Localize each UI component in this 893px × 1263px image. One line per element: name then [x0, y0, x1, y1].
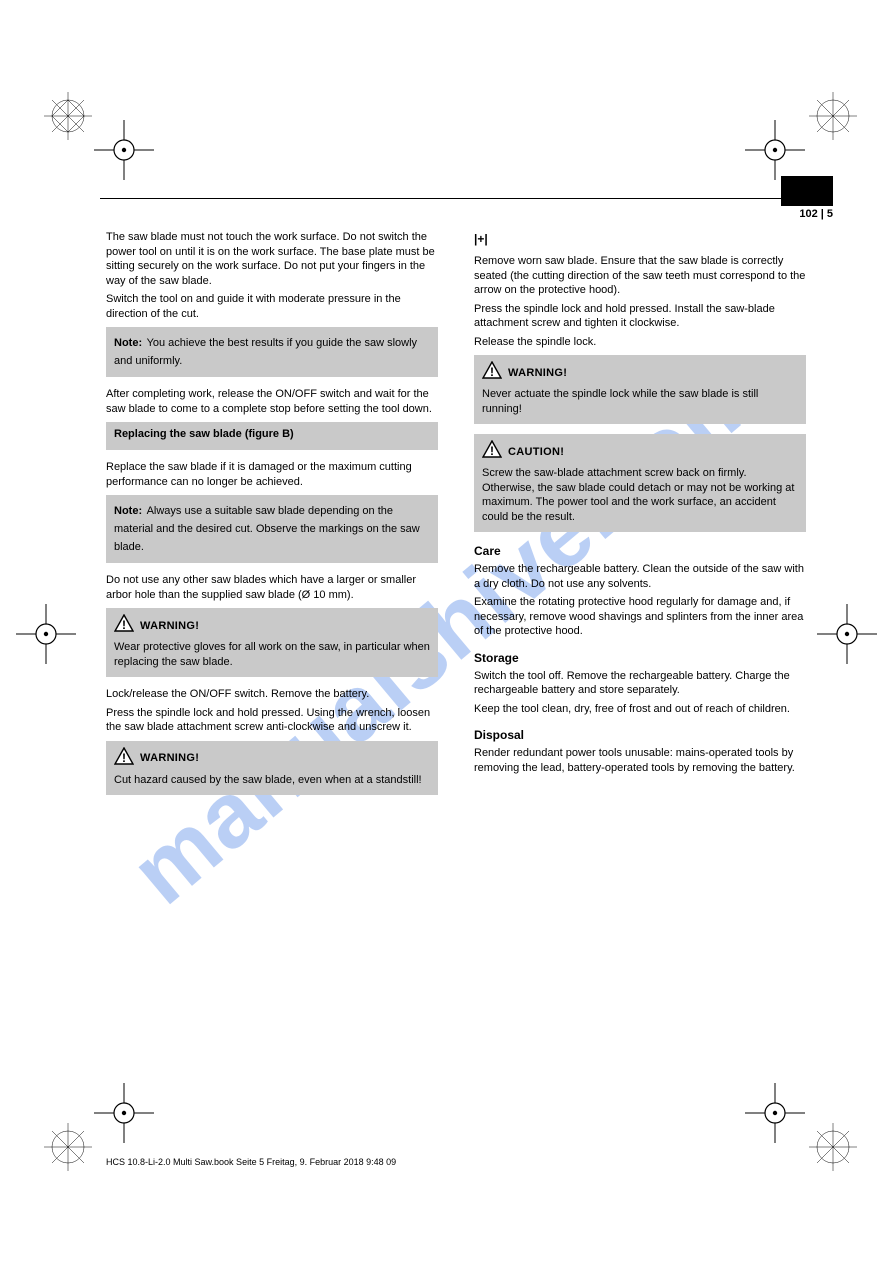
para: Replace the saw blade if it is damaged o… — [106, 460, 438, 489]
para: Keep the tool clean, dry, free of frost … — [474, 702, 806, 717]
para: The saw blade must not touch the work su… — [106, 230, 438, 288]
warning-box: ! WARNING! Wear protective gloves for al… — [106, 608, 438, 677]
para: After completing work, release the ON/OF… — [106, 387, 438, 416]
caution-box: ! CAUTION! Screw the saw-blade attachmen… — [474, 434, 806, 532]
section-title: Replacing the saw blade (figure B) — [114, 428, 430, 440]
section-heading-storage: Storage — [474, 651, 806, 665]
crosshair-bottom-left — [94, 1083, 154, 1143]
section-box: Replacing the saw blade (figure B) — [106, 422, 438, 450]
para: Render redundant power tools unusable: m… — [474, 746, 806, 775]
para: Switch the tool off. Remove the recharge… — [474, 669, 806, 698]
para: Press the spindle lock and hold pressed.… — [106, 706, 438, 735]
svg-text:!: ! — [490, 444, 494, 458]
regmark-bottom-left — [44, 1123, 92, 1171]
footer-text: HCS 10.8-Li-2.0 Multi Saw.book Seite 5 F… — [106, 1157, 396, 1167]
regmark-bottom-right — [809, 1123, 857, 1171]
caution-label: CAUTION! — [508, 446, 564, 458]
regmark-top-left — [44, 92, 92, 140]
caution-body: Screw the saw-blade attachment screw bac… — [482, 466, 798, 524]
para: Remove the rechargeable battery. Clean t… — [474, 562, 806, 591]
warning-label: WARNING! — [508, 367, 567, 379]
para: Press the spindle lock and hold pressed.… — [474, 302, 806, 331]
crosshair-top-left — [94, 120, 154, 180]
battery-icon: |+| — [474, 232, 488, 246]
note-box: Note: Always use a suitable saw blade de… — [106, 495, 438, 563]
crosshair-bottom-right — [745, 1083, 805, 1143]
para: Examine the rotating protective hood reg… — [474, 595, 806, 639]
svg-text:!: ! — [122, 751, 126, 765]
warning-triangle-icon: ! — [482, 440, 502, 463]
warning-body: Wear protective gloves for all work on t… — [114, 640, 430, 669]
para: Do not use any other saw blades which ha… — [106, 573, 438, 602]
section-heading-disposal: Disposal — [474, 728, 806, 742]
note-body: Always use a suitable saw blade dependin… — [114, 505, 420, 553]
note-body: You achieve the best results if you guid… — [114, 337, 417, 367]
warning-body: Never actuate the spindle lock while the… — [482, 387, 798, 416]
header-rule — [100, 198, 833, 199]
warning-box: ! WARNING! Never actuate the spindle loc… — [474, 355, 806, 424]
page-body: The saw blade must not touch the work su… — [106, 230, 806, 805]
header-tab — [781, 176, 833, 206]
warning-label: WARNING! — [140, 620, 199, 632]
para: Lock/release the ON/OFF switch. Remove t… — [106, 687, 438, 702]
right-column: |+| Remove worn saw blade. Ensure that t… — [474, 230, 806, 779]
para: Switch the tool on and guide it with mod… — [106, 292, 438, 321]
para: Remove worn saw blade. Ensure that the s… — [474, 254, 806, 298]
warning-label: WARNING! — [140, 752, 199, 764]
note-title: Note: — [114, 337, 142, 349]
crosshair-mid-left — [16, 604, 76, 664]
warning-triangle-icon: ! — [482, 361, 502, 384]
regmark-top-right — [809, 92, 857, 140]
warning-triangle-icon: ! — [114, 747, 134, 770]
left-column: The saw blade must not touch the work su… — [106, 230, 438, 805]
note-title: Note: — [114, 505, 142, 517]
crosshair-mid-right — [817, 604, 877, 664]
warning-triangle-icon: ! — [114, 614, 134, 637]
section-heading-care: Care — [474, 544, 806, 558]
page-number: 102 | 5 — [799, 208, 833, 220]
note-box: Note: You achieve the best results if yo… — [106, 327, 438, 377]
svg-text:!: ! — [122, 618, 126, 632]
svg-text:!: ! — [490, 365, 494, 379]
warning-box: ! WARNING! Cut hazard caused by the saw … — [106, 741, 438, 796]
crosshair-top-right — [745, 120, 805, 180]
warning-body: Cut hazard caused by the saw blade, even… — [114, 773, 430, 788]
para: Release the spindle lock. — [474, 335, 806, 350]
